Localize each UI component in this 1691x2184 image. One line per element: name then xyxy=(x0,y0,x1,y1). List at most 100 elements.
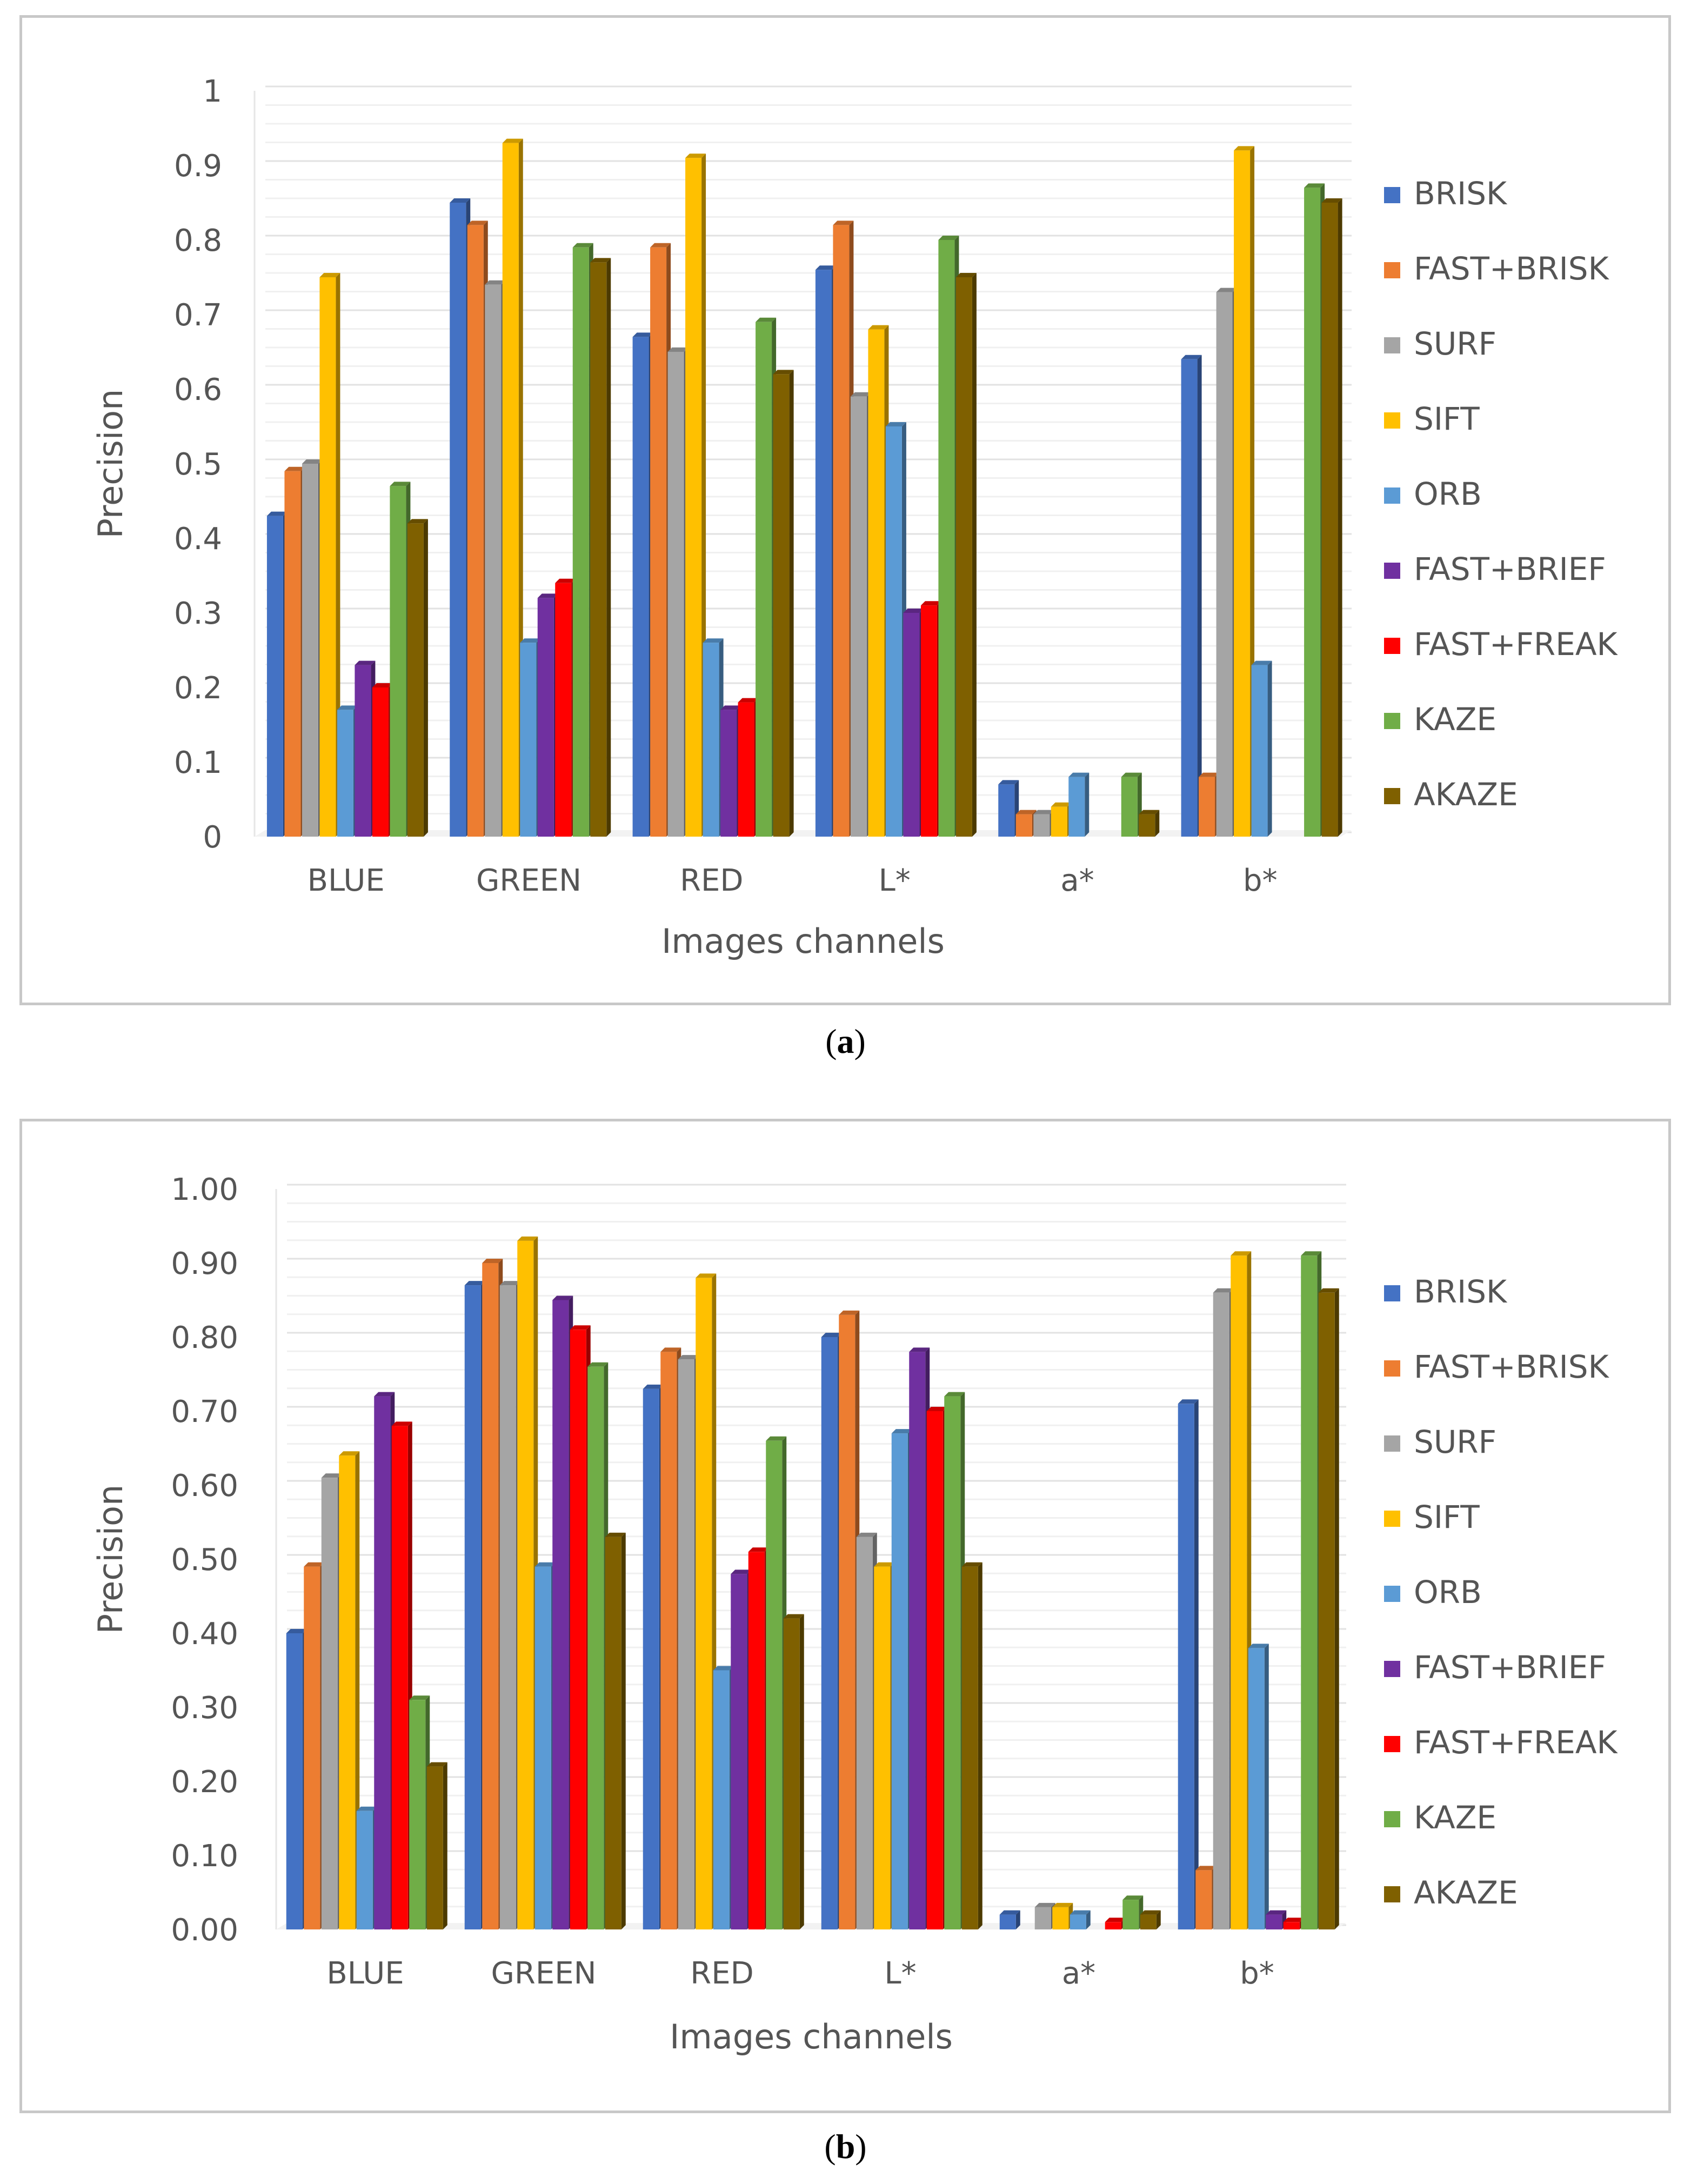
bar xyxy=(850,392,871,837)
bar-top xyxy=(1140,1910,1161,1915)
legend-swatch xyxy=(1384,412,1400,429)
bars xyxy=(266,138,1342,837)
bar-top xyxy=(731,1569,752,1574)
bar xyxy=(926,1407,947,1929)
bar-front xyxy=(920,605,937,837)
bar xyxy=(302,459,323,837)
bar-top xyxy=(499,1281,520,1286)
legend-label: SURF xyxy=(1414,325,1496,362)
legend-label: SIFT xyxy=(1414,1499,1480,1535)
bar-top xyxy=(1070,1910,1091,1915)
bar-front xyxy=(1122,1900,1139,1929)
y-tick-label: 0.5 xyxy=(174,447,222,482)
bar-top xyxy=(1105,1918,1126,1922)
bar-front xyxy=(407,523,424,837)
bar-top xyxy=(856,1532,877,1537)
bar xyxy=(426,1762,447,1929)
bar xyxy=(667,348,689,837)
y-tick-label: 0.1 xyxy=(174,745,222,780)
legend-swatch xyxy=(1384,1285,1400,1301)
bar-top xyxy=(1195,1866,1217,1871)
bar-top xyxy=(1034,1902,1055,1907)
bar-front xyxy=(961,1566,978,1929)
bar-top xyxy=(1304,183,1325,188)
bar xyxy=(1199,772,1220,837)
bar xyxy=(678,1355,699,1929)
x-category-label: a* xyxy=(1062,1956,1095,1991)
y-tick-label: 0.70 xyxy=(171,1394,238,1430)
bar xyxy=(1121,772,1142,837)
bar-side xyxy=(972,273,977,837)
legend-label: FAST+BRISK xyxy=(1414,1348,1610,1385)
bar-front xyxy=(590,262,607,837)
legend-label: FAST+BRIEF xyxy=(1414,1649,1606,1686)
bar-front xyxy=(909,1352,926,1929)
bar xyxy=(643,1384,664,1929)
x-category-label: RED xyxy=(680,863,743,898)
bar xyxy=(266,511,288,837)
bar-top xyxy=(1266,1910,1287,1915)
legend-label: SURF xyxy=(1414,1424,1496,1460)
bar-top xyxy=(955,273,977,277)
bar-top xyxy=(552,1295,573,1300)
legend-swatch xyxy=(1384,487,1400,504)
legend: BRISK FAST+BRISK SURF SIFT ORB FAST+BRIEF FAST… xyxy=(1384,175,1619,813)
bar xyxy=(390,482,411,837)
bar xyxy=(696,1273,717,1929)
y-tick-label: 0.3 xyxy=(174,596,222,631)
bar xyxy=(590,258,611,837)
bar-top xyxy=(660,1347,681,1352)
bar-top xyxy=(713,1666,734,1671)
bar xyxy=(998,780,1019,837)
bar-top xyxy=(885,422,906,426)
bar-front xyxy=(570,1330,586,1929)
bar-top xyxy=(783,1614,804,1619)
bar-front xyxy=(517,1240,534,1929)
bar-side xyxy=(1156,1910,1161,1929)
bar xyxy=(839,1310,860,1929)
bar-top xyxy=(667,348,689,352)
y-tick-label: 0.20 xyxy=(171,1765,238,1800)
caption-b-letter: b xyxy=(836,2127,855,2166)
bar-side xyxy=(789,370,794,837)
bar-top xyxy=(1181,355,1202,359)
caption-b: (b) xyxy=(824,2127,867,2166)
bar-top xyxy=(833,221,854,225)
bar-front xyxy=(650,247,667,837)
bar xyxy=(284,466,305,837)
bar-top xyxy=(1015,810,1037,814)
y-tick-label: 0.4 xyxy=(174,522,222,557)
bar xyxy=(1051,802,1072,837)
bar-front xyxy=(1033,814,1050,837)
y-tick-label: 1.00 xyxy=(171,1172,238,1207)
bar-top xyxy=(678,1355,699,1360)
bar-top xyxy=(766,1436,787,1441)
bar xyxy=(909,1347,930,1929)
bar xyxy=(632,332,653,837)
bar xyxy=(537,593,558,837)
bar-front xyxy=(685,158,702,837)
legend-label: ORB xyxy=(1414,476,1482,512)
bar-front xyxy=(555,583,572,837)
gridlines xyxy=(275,1184,1346,1929)
bar xyxy=(713,1666,734,1929)
x-category-label: L* xyxy=(884,1956,916,1991)
bar-top xyxy=(748,1547,769,1552)
bar-front xyxy=(1139,814,1155,837)
bar-top xyxy=(632,332,653,337)
y-tick-label: 0.40 xyxy=(171,1617,238,1652)
bar-side xyxy=(1338,198,1342,837)
y-axis-title: Precision xyxy=(91,1485,130,1634)
bar-side xyxy=(1334,1288,1339,1929)
legend-swatch xyxy=(1384,563,1400,579)
bar xyxy=(339,1451,360,1929)
x-category-label: b* xyxy=(1243,863,1278,898)
legend-label: FAST+FREAK xyxy=(1414,626,1619,663)
bar-front xyxy=(738,702,754,837)
bar-front xyxy=(903,613,920,837)
bar-top xyxy=(738,698,759,703)
bar-side xyxy=(1155,810,1160,837)
bar-top xyxy=(464,1281,485,1286)
bar xyxy=(1139,810,1160,837)
caption-a: (a) xyxy=(825,1022,866,1060)
